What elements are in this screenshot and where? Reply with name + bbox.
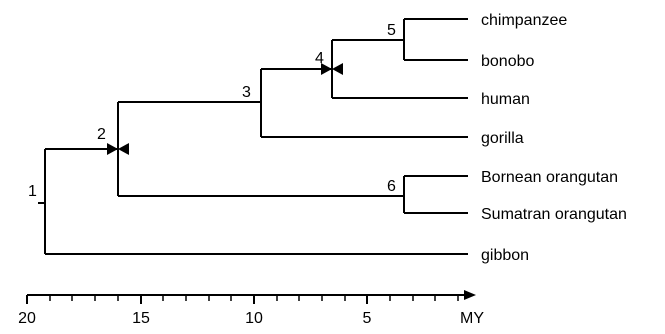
time-axis-arrowhead xyxy=(464,290,476,300)
node-2-bowtie-marker xyxy=(107,143,129,155)
leaf-label-human: human xyxy=(481,91,530,108)
node-label-6: 6 xyxy=(387,178,396,195)
node-label-5: 5 xyxy=(387,22,396,39)
tree-branches xyxy=(38,18,468,255)
leaf-label-chimpanzee: chimpanzee xyxy=(481,12,567,29)
axis-tick-label-20: 20 xyxy=(18,310,36,327)
node-label-4: 4 xyxy=(315,50,324,67)
leaf-label-gibbon: gibbon xyxy=(481,247,529,264)
node-label-3: 3 xyxy=(242,84,251,101)
axis-tick-label-5: 5 xyxy=(363,310,372,327)
axis-tick-label-10: 10 xyxy=(245,310,263,327)
leaf-label-bornean-orangutan: Bornean orangutan xyxy=(481,169,618,186)
time-axis: 20 15 10 5 MY xyxy=(18,290,484,327)
node-4-bowtie-marker xyxy=(321,63,343,75)
node-label-2: 2 xyxy=(97,126,106,143)
time-axis-ticks xyxy=(26,295,459,304)
leaf-label-sumatran-orangutan: Sumatran orangutan xyxy=(481,206,627,223)
axis-tick-label-15: 15 xyxy=(132,310,150,327)
axis-unit-label: MY xyxy=(460,310,484,327)
leaf-label-gorilla: gorilla xyxy=(481,130,524,147)
leaf-label-bonobo: bonobo xyxy=(481,53,534,70)
node-label-1: 1 xyxy=(28,183,37,200)
